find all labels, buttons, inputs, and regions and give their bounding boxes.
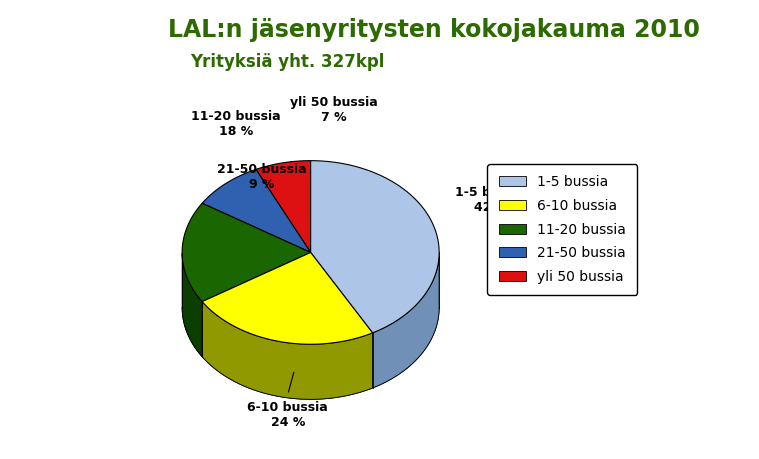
Polygon shape [202, 302, 373, 399]
Text: 6-10 bussia
24 %: 6-10 bussia 24 % [247, 401, 328, 430]
Text: yli 50 bussia
7 %: yli 50 bussia 7 % [290, 96, 378, 124]
Polygon shape [373, 256, 439, 388]
Text: Yrityksiä yht. 327kpl: Yrityksiä yht. 327kpl [191, 53, 385, 71]
Polygon shape [256, 161, 310, 252]
Polygon shape [202, 252, 373, 344]
Polygon shape [182, 203, 310, 302]
Legend: 1-5 bussia, 6-10 bussia, 11-20 bussia, 21-50 bussia, yli 50 bussia: 1-5 bussia, 6-10 bussia, 11-20 bussia, 2… [487, 164, 638, 295]
Text: 11-20 bussia
18 %: 11-20 bussia 18 % [191, 110, 281, 138]
Text: 1-5 bussia
42 %: 1-5 bussia 42 % [455, 185, 528, 214]
Polygon shape [310, 161, 439, 333]
Polygon shape [182, 253, 202, 357]
Text: 21-50 bussia
9 %: 21-50 bussia 9 % [216, 162, 306, 191]
Text: LAL:n jäsenyritysten kokojakauma 2010: LAL:n jäsenyritysten kokojakauma 2010 [168, 18, 701, 42]
Polygon shape [202, 169, 310, 252]
